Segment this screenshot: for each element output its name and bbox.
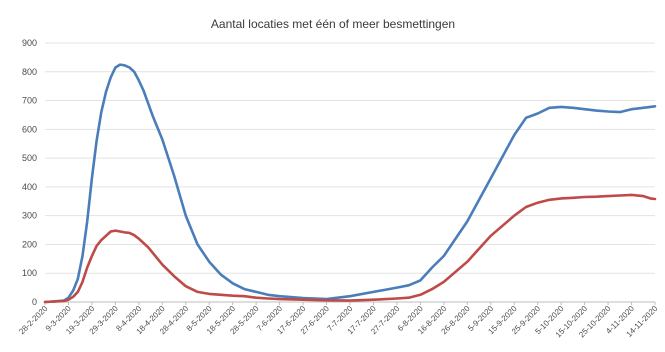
y-tick-label: 0 (32, 297, 37, 307)
y-tick-label: 600 (22, 124, 37, 134)
y-tick-label: 100 (22, 268, 37, 278)
y-axis: 0 100 200 300 400 500 600 700 800 900 (22, 38, 37, 307)
gridlines (45, 42, 655, 303)
y-tick-label: 200 (22, 239, 37, 249)
x-tick-label: 28-2-2020 (17, 304, 50, 337)
x-axis: 28-2-20209-3-202019-3-202029-3-20208-4-2… (17, 302, 660, 339)
series-line-2 (43, 193, 657, 304)
chart-title: Aantal locaties met één of meer besmetti… (211, 17, 455, 31)
series-lines (43, 63, 657, 304)
y-tick-label: 500 (22, 153, 37, 163)
y-tick-label: 900 (22, 38, 37, 48)
y-tick-label: 800 (22, 67, 37, 77)
y-tick-label: 400 (22, 182, 37, 192)
series-line-1 (43, 63, 657, 304)
y-tick-label: 700 (22, 96, 37, 106)
y-tick-label: 300 (22, 211, 37, 221)
